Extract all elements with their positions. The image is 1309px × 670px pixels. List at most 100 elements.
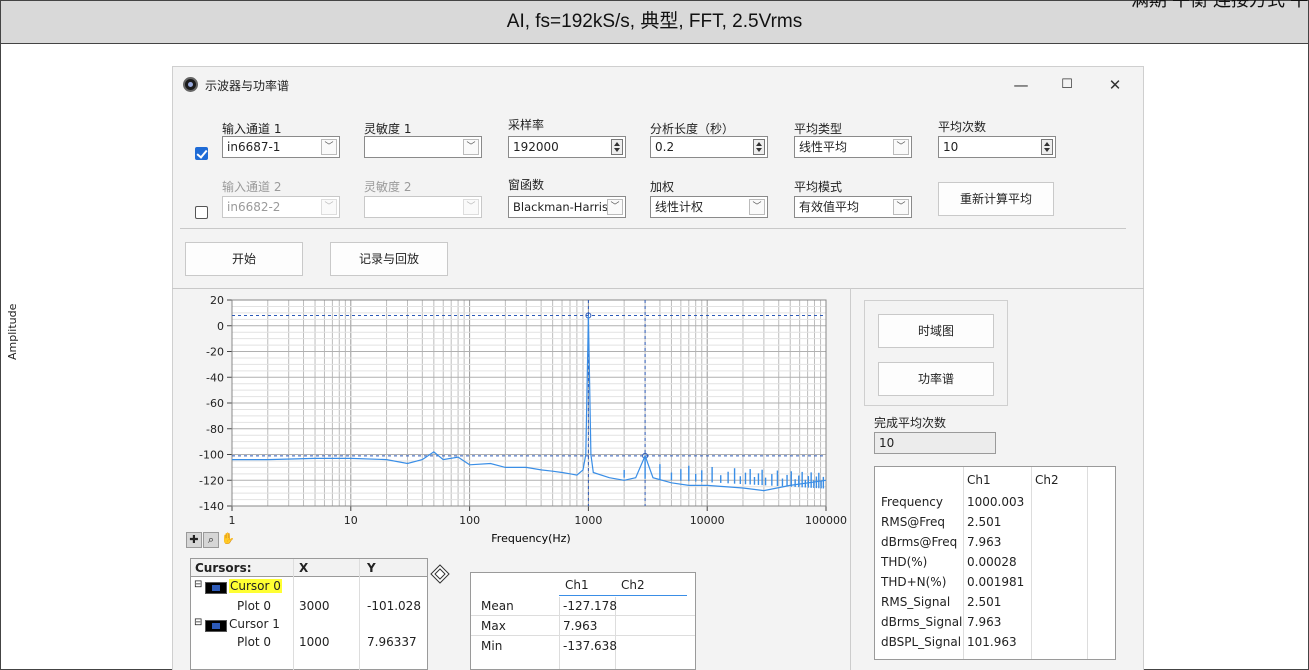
meas-dbrms-freq-ch1: 7.963 xyxy=(967,535,1002,549)
minimize-button[interactable]: — xyxy=(1013,76,1029,94)
column-divider xyxy=(1087,467,1088,659)
x-tick-label: 1000 xyxy=(574,514,602,527)
sensitivity-1-select[interactable]: ﹀ xyxy=(364,136,482,158)
time-domain-button[interactable]: 时域图 xyxy=(878,314,994,348)
input-channel-1-value: in6687-1 xyxy=(227,140,281,154)
spinner-arrows-icon[interactable] xyxy=(753,139,765,155)
cursor-0-plot: Plot 0 xyxy=(237,599,272,613)
average-mode-select[interactable]: 有效值平均 ﹀ xyxy=(794,196,912,218)
column-divider xyxy=(615,597,616,669)
cursor-header-y: Y xyxy=(367,561,376,575)
meas-header-ch2: Ch2 xyxy=(1035,473,1059,487)
average-type-select[interactable]: 线性平均 ﹀ xyxy=(794,136,912,158)
weighting-select[interactable]: 线性计权 ﹀ xyxy=(650,196,768,218)
average-mode-value: 有效值平均 xyxy=(799,200,860,214)
header-underline xyxy=(559,595,687,596)
meas-dbrms-signal-label: dBrms_Signal xyxy=(881,615,963,629)
meas-frequency-label: Frequency xyxy=(881,495,943,509)
cursor-move-icon[interactable] xyxy=(430,564,450,584)
y-tick-label: -20 xyxy=(206,346,224,359)
cursor-lines[interactable] xyxy=(232,300,826,506)
window-function-label: 窗函数 xyxy=(508,178,545,192)
meas-rms-signal-ch1: 2.501 xyxy=(967,595,1002,609)
statistics-table: Ch1 Ch2 Mean -127.178 Max 7.963 Min -137… xyxy=(470,572,696,670)
sample-rate-input[interactable]: 192000 xyxy=(508,136,626,158)
y-tick-label: -40 xyxy=(206,371,224,384)
window-function-value: Blackman-Harris xyxy=(513,200,608,214)
window-function-select[interactable]: Blackman-Harris ﹀ xyxy=(508,196,626,218)
column-divider xyxy=(293,559,294,670)
spinner-arrows-icon[interactable] xyxy=(611,139,623,155)
y-tick-label: -80 xyxy=(206,423,224,436)
input-channel-2-label: 输入通道 2 xyxy=(222,180,282,194)
sensitivity-2-select[interactable]: ﹀ xyxy=(364,196,482,218)
average-count-value: 10 xyxy=(943,140,959,154)
expand-icon[interactable]: ⊟ xyxy=(194,579,203,590)
x-tick-label: 10 xyxy=(344,514,358,527)
divider xyxy=(180,228,1126,229)
meas-dbspl-signal-label: dBSPL_Signal xyxy=(881,635,962,649)
meas-rms-freq-ch1: 2.501 xyxy=(967,515,1002,529)
graph-grid xyxy=(231,299,826,507)
cursor-0-name[interactable]: Cursor 0 xyxy=(229,579,282,593)
maximize-button[interactable]: ☐ xyxy=(1061,77,1073,92)
averages-done-readout: 10 xyxy=(874,432,996,454)
input-channel-2-value: in6682-2 xyxy=(227,200,281,214)
sensitivity-2-label: 灵敏度 2 xyxy=(364,180,412,194)
cursor-table-header: Cursors: X Y xyxy=(191,559,427,577)
chevron-down-icon: ﹀ xyxy=(893,139,909,155)
average-mode-label: 平均模式 xyxy=(794,180,843,194)
meas-dbspl-signal-ch1: 101.963 xyxy=(967,635,1017,649)
analysis-length-input[interactable]: 0.2 xyxy=(650,136,768,158)
stats-min-label: Min xyxy=(481,639,503,653)
meas-rms-freq-label: RMS@Freq xyxy=(881,515,946,529)
channel-2-checkbox[interactable] xyxy=(195,206,208,219)
pan-hand-icon[interactable]: ✋ xyxy=(221,532,235,545)
cursor-swatch-icon xyxy=(205,620,227,632)
y-tick-label: 20 xyxy=(210,294,224,307)
cursor-1-name[interactable]: Cursor 1 xyxy=(229,617,280,631)
zoom-icon[interactable]: ⌕ xyxy=(203,532,219,548)
input-channel-2-select[interactable]: in6682-2 ﹀ xyxy=(222,196,340,218)
meas-header-ch1: Ch1 xyxy=(967,473,991,487)
cursor-1-x: 1000 xyxy=(299,635,330,649)
average-count-input[interactable]: 10 xyxy=(938,136,1056,158)
meas-dbrms-signal-ch1: 7.963 xyxy=(967,615,1002,629)
series-trace xyxy=(232,315,827,492)
channel-1-checkbox[interactable] xyxy=(195,147,208,160)
input-channel-1-label: 输入通道 1 xyxy=(222,122,282,136)
divider xyxy=(172,288,1144,289)
chevron-down-icon: ﹀ xyxy=(463,199,479,215)
sample-rate-value: 192000 xyxy=(513,140,559,154)
x-tick-label: 100 xyxy=(459,514,480,527)
analysis-length-value: 0.2 xyxy=(655,140,675,154)
meas-frequency-ch1: 1000.003 xyxy=(967,495,1025,509)
start-button[interactable]: 开始 xyxy=(185,242,303,276)
cursor-1-y: 7.96337 xyxy=(367,635,417,649)
average-count-label: 平均次数 xyxy=(938,120,987,134)
analysis-length-label: 分析长度（秒） xyxy=(650,122,735,136)
column-divider xyxy=(963,467,964,659)
plot-area[interactable] xyxy=(231,299,827,507)
record-playback-button[interactable]: 记录与回放 xyxy=(330,242,448,276)
power-spectrum-button[interactable]: 功率谱 xyxy=(878,362,994,396)
stats-mean-ch1: -127.178 xyxy=(563,599,617,613)
column-divider xyxy=(559,597,560,669)
close-button[interactable]: ✕ xyxy=(1108,76,1122,94)
x-tick-label: 10000 xyxy=(690,514,725,527)
cropped-header-text: 满期 平衡 连接方式 平 xyxy=(1130,0,1308,10)
stats-header-ch1: Ch1 xyxy=(565,578,589,592)
chevron-down-icon: ﹀ xyxy=(607,199,623,215)
y-tick-label: -60 xyxy=(206,397,224,410)
input-channel-1-select[interactable]: in6687-1 ﹀ xyxy=(222,136,340,158)
spinner-arrows-icon[interactable] xyxy=(1041,139,1053,155)
meas-thdn-ch1: 0.001981 xyxy=(967,575,1025,589)
meas-thd-ch1: 0.00028 xyxy=(967,555,1017,569)
recalculate-average-button[interactable]: 重新计算平均 xyxy=(938,182,1054,216)
y-tick-label: 0 xyxy=(217,320,224,333)
crosshair-icon[interactable]: ✚ xyxy=(186,532,202,548)
chevron-down-icon: ﹀ xyxy=(321,139,337,155)
y-tick-label: -140 xyxy=(199,500,224,513)
cursor-legend-table[interactable]: Cursors: X Y ⊟ Cursor 0 Plot 0 3000 -101… xyxy=(190,558,428,670)
expand-icon[interactable]: ⊟ xyxy=(194,617,203,628)
